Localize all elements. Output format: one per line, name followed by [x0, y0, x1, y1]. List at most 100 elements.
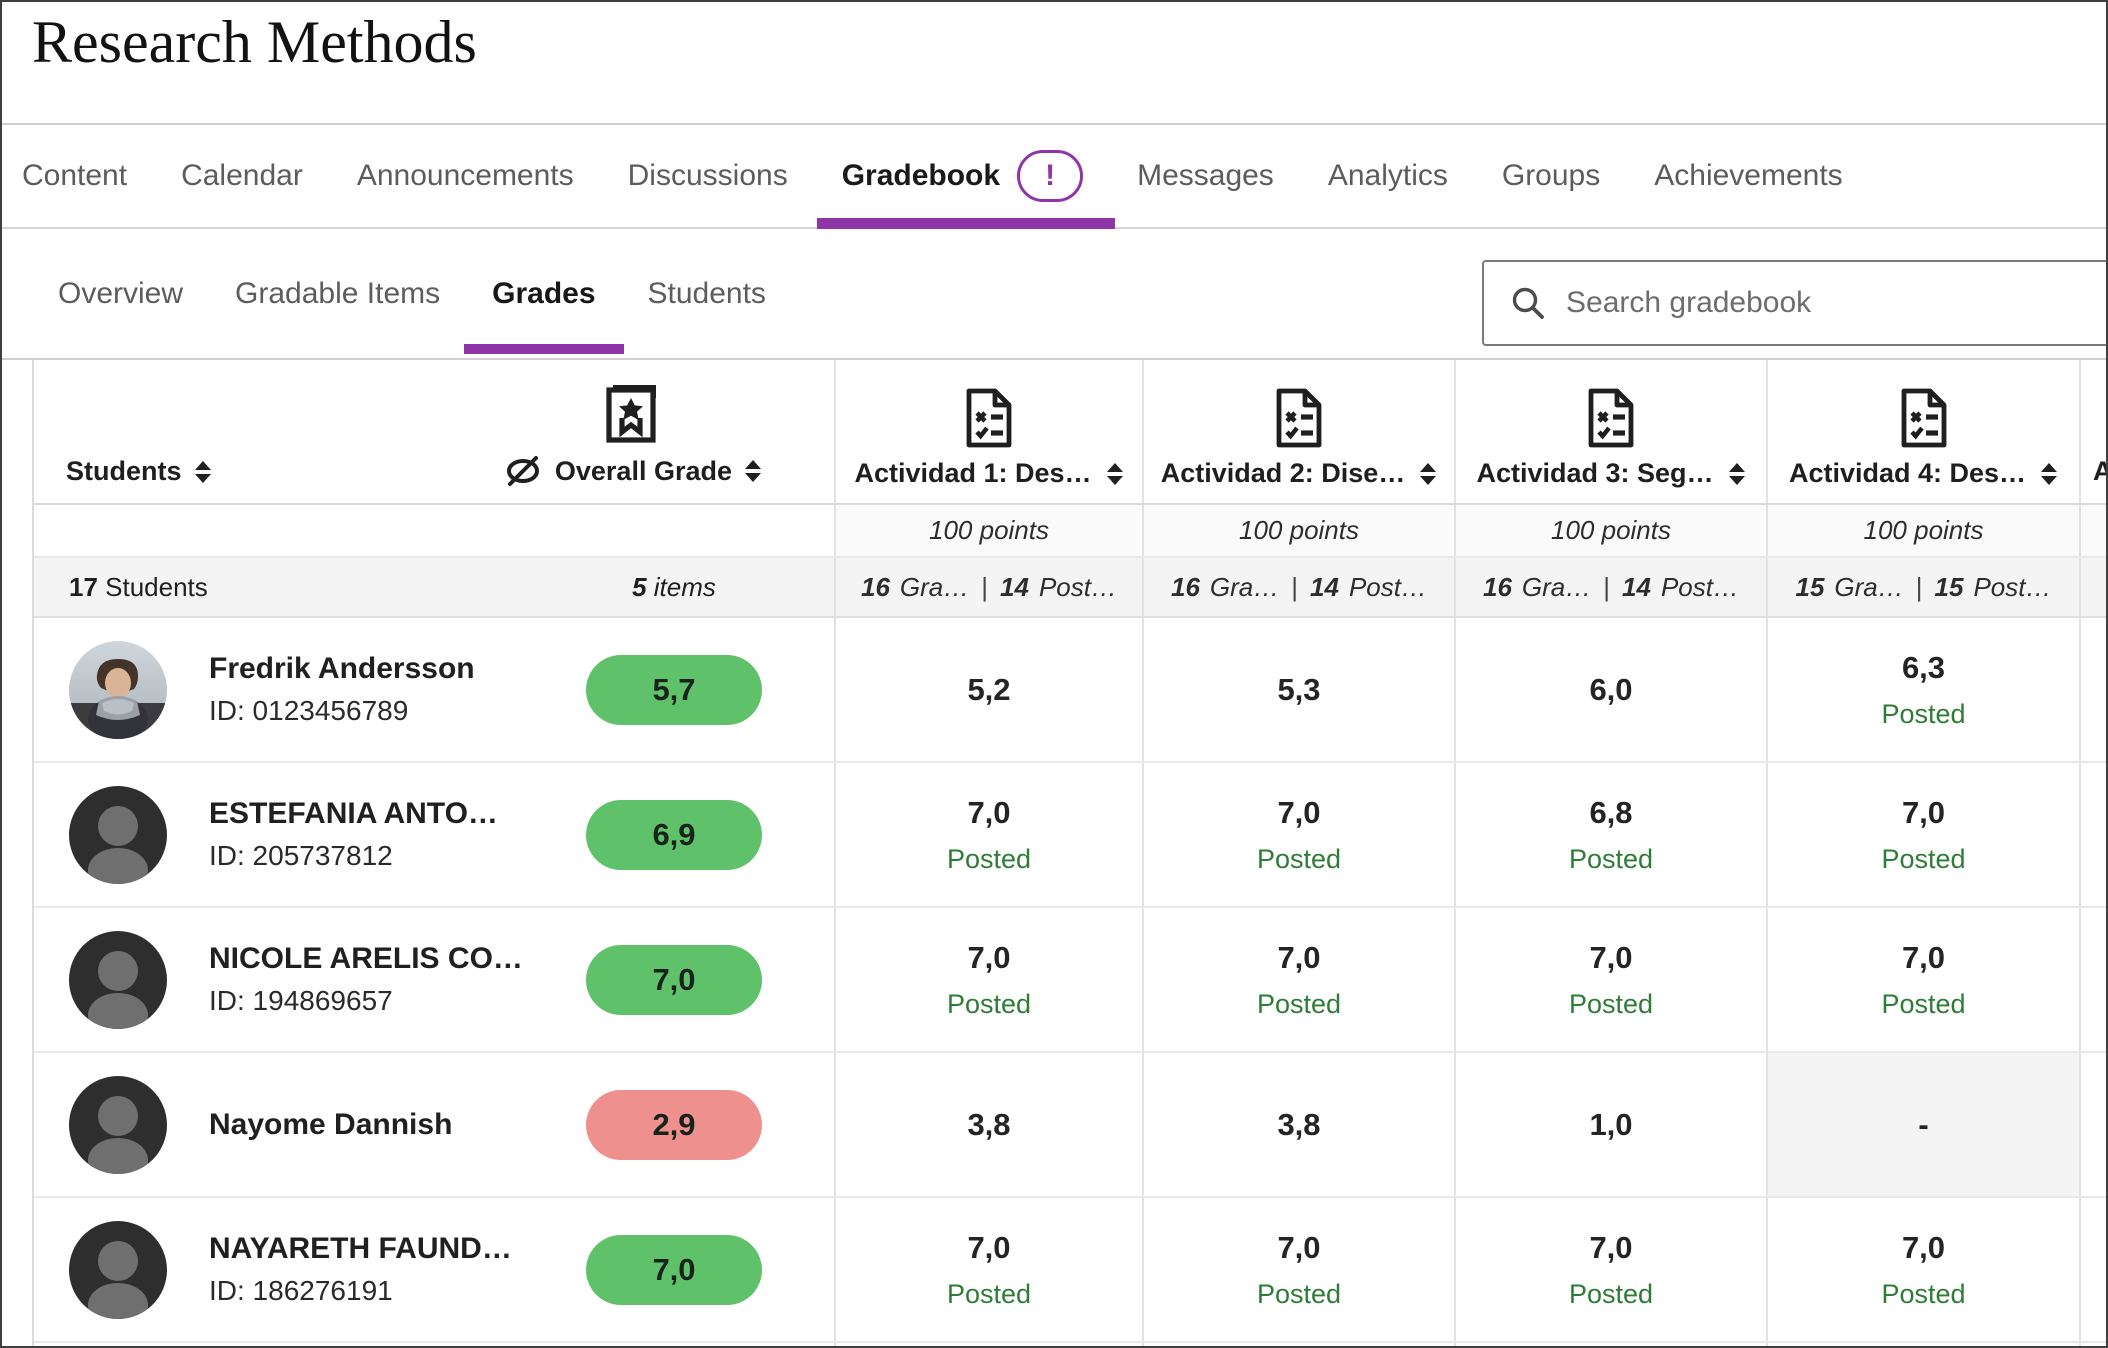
student-names: Fredrik Andersson ID: 0123456789: [209, 652, 475, 727]
students-count: 17 Students: [69, 571, 208, 602]
grade-value: 5,3: [1277, 671, 1321, 707]
alert-badge-icon: !: [1017, 150, 1084, 202]
grade-cell[interactable]: 7,0 Posted: [834, 908, 1142, 1051]
graded-posted-summary: 16 Gra… | 14 Post…: [834, 558, 1142, 616]
search-input[interactable]: [1566, 286, 2006, 320]
course-header: Research Methods: [2, 2, 2106, 125]
overall-grade-pill[interactable]: 7,0: [586, 1234, 762, 1305]
student-name[interactable]: NICOLE ARELIS CO…: [209, 942, 523, 975]
grade-cell[interactable]: -: [1766, 1053, 2079, 1196]
students-column-header[interactable]: Students: [66, 456, 212, 487]
hidden-eye-icon: [506, 456, 539, 486]
student-name[interactable]: Fredrik Andersson: [209, 652, 475, 685]
grade-cell[interactable]: 7,0 Posted: [1142, 763, 1454, 906]
tab-calendar[interactable]: Calendar: [181, 159, 303, 192]
course-nav: Content Calendar Announcements Discussio…: [2, 125, 2106, 229]
student-cell[interactable]: ESTEFANIA ANTO… ID: 205737812 6,9: [34, 763, 834, 906]
tab-messages[interactable]: Messages: [1137, 159, 1274, 192]
grade-status: Posted: [1881, 988, 1966, 1019]
column-label: Actividad 1: Des…: [854, 458, 1092, 488]
tab-analytics[interactable]: Analytics: [1327, 159, 1448, 192]
student-cell[interactable]: NICOLE ARELIS CO… ID: 194869657 7,0: [34, 908, 834, 1051]
grades-table: Students: [32, 360, 2106, 1346]
grade-cell[interactable]: 5,2: [834, 618, 1142, 761]
student-cell[interactable]: Fredrik Andersson ID: 0123456789 5,7: [34, 618, 834, 761]
avatar: [69, 785, 167, 884]
tab-content[interactable]: Content: [22, 159, 128, 192]
grade-cell[interactable]: 3,8: [834, 1053, 1142, 1196]
student-cell[interactable]: Nayome Dannish 2,9: [34, 1053, 834, 1196]
students-overall-header-cell: Students: [34, 360, 834, 503]
column-header-actividad-4[interactable]: Actividad 4: Des…: [1766, 360, 2079, 503]
points-cell: 100 points: [834, 505, 1142, 556]
overall-grade-pill[interactable]: 7,0: [586, 944, 762, 1015]
grade-cell[interactable]: 7,0 Posted: [1766, 763, 2079, 906]
grade-cell[interactable]: 6,0: [1454, 618, 1766, 761]
subtab-gradable-items[interactable]: Gradable Items: [235, 276, 441, 310]
overall-grade-pill[interactable]: 2,9: [586, 1089, 762, 1160]
student-names: NICOLE ARELIS CO… ID: 194869657: [209, 942, 523, 1017]
grade-cell[interactable]: 6,8 Posted: [1454, 763, 1766, 906]
student-names: Nayome Dannish: [209, 1108, 452, 1142]
tab-discussions[interactable]: Discussions: [627, 159, 788, 192]
tab-achievements[interactable]: Achievements: [1654, 159, 1843, 192]
table-row: Fredrik Andersson ID: 0123456789 5,7 5,2…: [34, 618, 2106, 763]
grade-cell-partial: [2079, 1053, 2106, 1196]
grade-cell[interactable]: 7,0 Posted: [834, 763, 1142, 906]
assignment-icon: [1901, 388, 1946, 448]
grade-status: Posted: [946, 843, 1032, 874]
overall-grade-pill[interactable]: 5,7: [586, 654, 762, 725]
column-header-actividad-2[interactable]: Actividad 2: Dise…: [1142, 360, 1454, 503]
student-name[interactable]: Nayome Dannish: [209, 1107, 453, 1141]
column-label: Actividad 2: Dise…: [1160, 458, 1406, 488]
grade-cell[interactable]: 6,3 Posted: [1766, 618, 2079, 761]
grade-cell[interactable]: 5,3: [1142, 618, 1454, 761]
table-row: NICOLE ARELIS CO… ID: 194869657 7,0 7,0 P…: [34, 908, 2106, 1053]
grade-cell[interactable]: 7,0 Posted: [1766, 1198, 2079, 1341]
grade-cell[interactable]: 7,0 Posted: [1142, 1198, 1454, 1341]
points-cell-partial: [2079, 505, 2106, 556]
grade-cell-partial: [2079, 763, 2106, 906]
overall-grade-column-header[interactable]: Overall Grade: [503, 382, 762, 487]
grade-value: 7,0: [1901, 1229, 1946, 1265]
grade-cell[interactable]: 1,0: [1454, 1053, 1766, 1196]
grade-cell[interactable]: 3,8: [1142, 1053, 1454, 1196]
tab-announcements[interactable]: Announcements: [356, 159, 574, 192]
next-row-sliver: [34, 1343, 2106, 1346]
column-label: Actividad 3: Seg…: [1476, 458, 1714, 488]
tab-gradebook[interactable]: Gradebook !: [816, 125, 1116, 229]
overall-grade-badge-icon: [606, 384, 657, 443]
subtab-students[interactable]: Students: [647, 276, 766, 310]
grade-cell[interactable]: 7,0 Posted: [834, 1198, 1142, 1341]
student-name[interactable]: ESTEFANIA ANTO…: [209, 797, 498, 830]
gradebook-subnav: Overview Gradable Items Grades Students: [2, 229, 2106, 360]
grade-cell[interactable]: 7,0 Posted: [1454, 908, 1766, 1051]
search-gradebook[interactable]: [1482, 260, 2106, 346]
grade-status: Posted: [1881, 698, 1966, 729]
sort-icon: [194, 460, 211, 483]
grade-value: 1,0: [1589, 1106, 1633, 1142]
grade-status: Posted: [1256, 1278, 1342, 1309]
students-header-label: Students: [66, 456, 182, 486]
grade-cell[interactable]: 7,0 Posted: [1454, 1198, 1766, 1341]
subtab-overview[interactable]: Overview: [58, 276, 184, 310]
student-cell[interactable]: NAYARETH FAUND… ID: 186276191 7,0: [34, 1198, 834, 1341]
grade-value: 7,0: [1901, 939, 1946, 975]
column-header-actividad-1[interactable]: Actividad 1: Des…: [834, 360, 1142, 503]
tab-groups[interactable]: Groups: [1501, 159, 1601, 192]
summary-students-cell: 17 Students 5 items: [34, 558, 834, 616]
grade-value: 5,2: [967, 671, 1011, 707]
summary-row: 17 Students 5 items 16 Gra… | 14 Post… 16 Gra…: [34, 558, 2106, 618]
grade-cell[interactable]: 7,0 Posted: [1142, 908, 1454, 1051]
table-header-row: Students: [34, 360, 2106, 505]
column-header-actividad-5-partial[interactable]: A: [2079, 360, 2106, 503]
subtab-grades[interactable]: Grades: [464, 229, 625, 358]
grade-cell[interactable]: 7,0 Posted: [1766, 908, 2079, 1051]
overall-grade-pill[interactable]: 6,9: [586, 799, 762, 870]
points-spacer-cell: [34, 505, 834, 556]
sort-icon: [1106, 462, 1123, 485]
search-icon: [1512, 287, 1544, 319]
student-name[interactable]: NAYARETH FAUND…: [209, 1232, 512, 1265]
column-header-actividad-3[interactable]: Actividad 3: Seg…: [1454, 360, 1766, 503]
graded-posted-summary: 15 Gra… | 15 Post…: [1766, 558, 2079, 616]
